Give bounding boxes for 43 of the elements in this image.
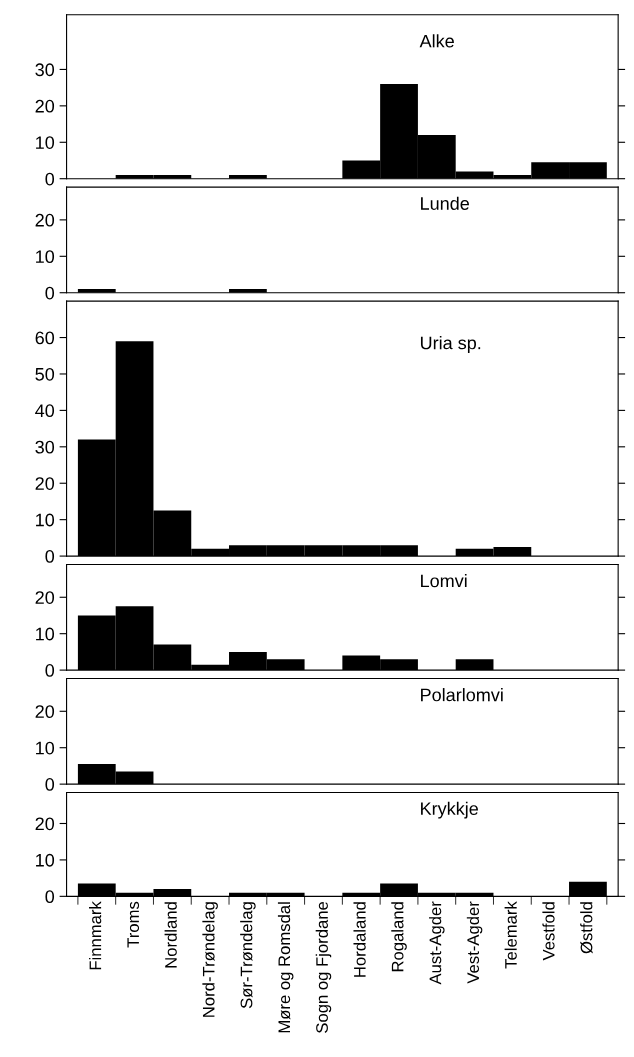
- x-tick-label: Sogn og Fjordane: [315, 901, 332, 1033]
- text: Uria sp.: [420, 336, 481, 353]
- y-tick-label: 0: [45, 778, 55, 791]
- x-tick-label: Sør-Trøndelag: [240, 902, 256, 1009]
- y-tick-label: 60: [35, 331, 55, 345]
- x-tick-label: Vest-Agder: [466, 901, 483, 984]
- y-tick-label: 10: [36, 853, 55, 867]
- x-tick-label: Telemark: [504, 901, 517, 969]
- text: Alke: [419, 34, 454, 48]
- y-tick-label: 40: [35, 404, 55, 418]
- x-tick-label: Rogaland: [391, 902, 407, 972]
- y-tick-label: 20: [35, 705, 55, 719]
- y-tick-label: 0: [45, 890, 55, 904]
- x-tick-label: Aust-Agder: [429, 901, 445, 985]
- y-tick-label: 0: [45, 550, 55, 563]
- y-tick-label: 20: [35, 213, 55, 227]
- x-tick-label: Møre og Romsdal: [277, 902, 294, 1033]
- y-tick-label: 20: [35, 477, 55, 490]
- chart-title: Polarlomvi: [421, 688, 503, 702]
- chart-title: Lunde: [421, 196, 469, 210]
- y-tick-label: 10: [36, 513, 55, 527]
- y-tick-label: 10: [36, 627, 55, 641]
- y-tick-label: 0: [45, 664, 55, 677]
- chart-title: Krykkje: [421, 801, 478, 819]
- y-tick-label: 20: [35, 99, 55, 113]
- chart-title: Lomvi: [421, 574, 467, 588]
- y-tick-label: 30: [35, 440, 55, 454]
- y-tick-label: 50: [35, 367, 55, 381]
- y-tick-label: 0: [45, 172, 55, 186]
- x-tick-label: Hordaland: [353, 902, 366, 977]
- x-tick-label: Troms: [127, 901, 140, 948]
- y-tick-label: 20: [35, 817, 55, 831]
- y-tick-label: 30: [35, 63, 55, 77]
- x-tick-label: Nordland: [164, 902, 177, 968]
- x-tick-label: Vestfold: [542, 902, 555, 961]
- y-tick-label: 10: [36, 741, 55, 755]
- x-tick-label: Nord-Trøndelag: [202, 902, 218, 1017]
- y-tick-label: 10: [36, 250, 55, 264]
- y-tick-label: 20: [35, 591, 55, 604]
- x-tick-label: Østfold: [580, 902, 593, 954]
- x-tick-label: Finnmark: [89, 901, 102, 970]
- y-tick-label: 0: [45, 286, 55, 300]
- y-tick-label: 10: [36, 136, 55, 149]
